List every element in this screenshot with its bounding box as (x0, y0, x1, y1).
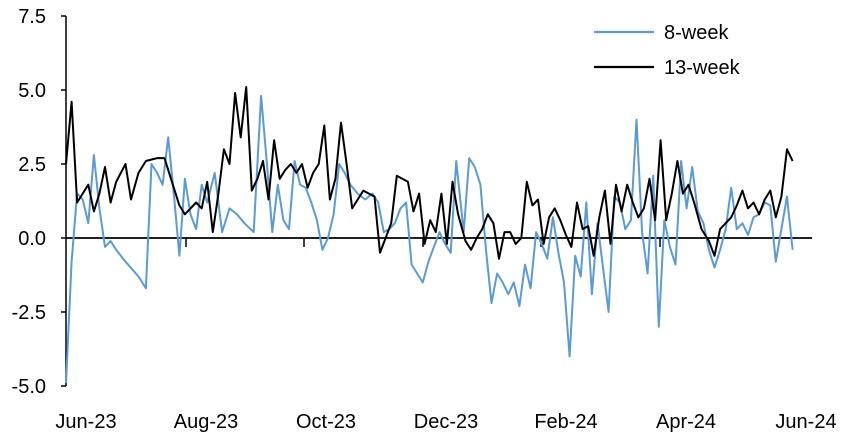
legend-label-8-week: 8-week (664, 22, 729, 44)
x-tick-label: Dec-23 (414, 411, 478, 433)
x-tick-label: Oct-23 (296, 411, 356, 433)
x-tick-label: Jun-24 (775, 411, 836, 433)
x-tick-label: Aug-23 (174, 411, 239, 433)
y-tick-label: 7.5 (18, 6, 46, 28)
legend-label-13-week: 13-week (664, 57, 741, 79)
series-line-13-week (65, 86, 794, 260)
series-layer (65, 86, 794, 384)
plot-frame (61, 15, 812, 387)
y-tick-label: 5.0 (18, 80, 46, 102)
y-tick-label: -5.0 (12, 376, 46, 398)
y-tick-label: -2.5 (12, 302, 46, 324)
series-line-8-week (65, 94, 794, 384)
axis-labels: 7.5 5.0 2.5 0.0 -2.5 -5.0 Jun-23 Aug-23 Oct-23 De… (12, 6, 837, 433)
y-tick-label: 0.0 (18, 228, 46, 250)
x-tick-label: Jun-23 (55, 411, 116, 433)
x-tick-label: Feb-24 (534, 411, 597, 433)
x-tick-label: Apr-24 (656, 411, 716, 433)
y-tick-label: 2.5 (18, 154, 46, 176)
legend: 8-week 13-week (594, 22, 741, 79)
